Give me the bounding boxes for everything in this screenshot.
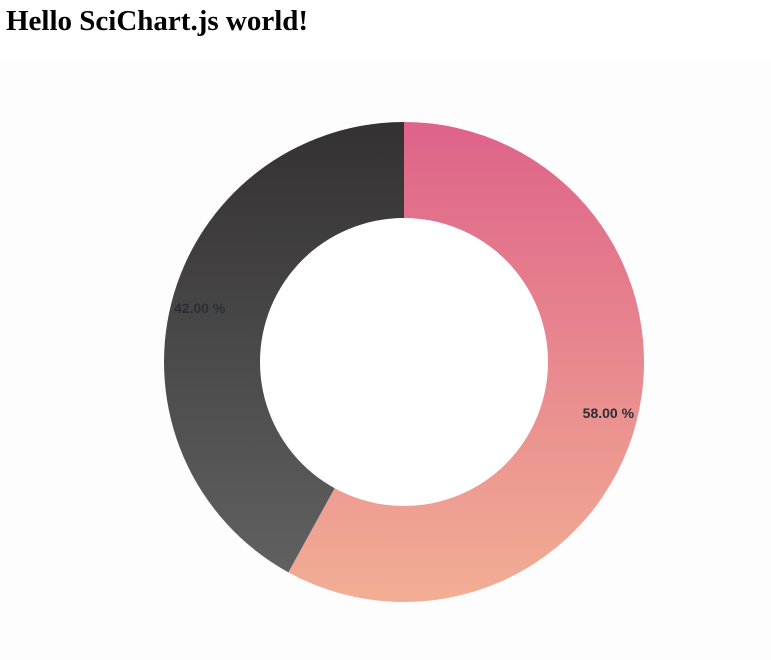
- slice-data-label: 42.00 %: [174, 300, 226, 316]
- chart-surface[interactable]: 58.00 % 42.00 %: [0, 60, 771, 660]
- slice-data-label: 58.00 %: [583, 405, 635, 421]
- labels-layer: 58.00 % 42.00 %: [174, 300, 635, 421]
- donut-chart: 58.00 % 42.00 %: [163, 122, 644, 602]
- donut-hole: [260, 218, 548, 506]
- page-title: Hello SciChart.js world!: [6, 5, 309, 37]
